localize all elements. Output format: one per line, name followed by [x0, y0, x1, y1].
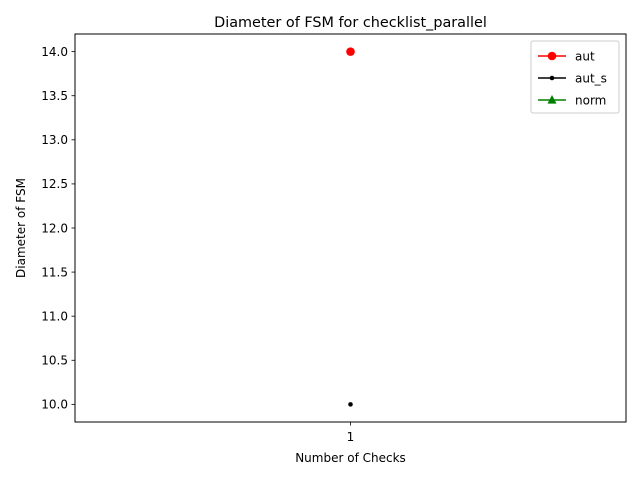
y-tick-label: 11.5	[41, 265, 68, 279]
x-axis-label: Number of Checks	[295, 451, 406, 465]
legend-marker	[549, 75, 555, 81]
chart-title: Diameter of FSM for checklist_parallel	[214, 15, 487, 31]
series-aut-s	[348, 402, 353, 407]
y-tick-label: 12.0	[41, 221, 68, 235]
y-tick-label: 11.0	[41, 309, 68, 323]
y-tick-label: 13.0	[41, 133, 68, 147]
y-tick-label: 10.5	[41, 354, 68, 368]
legend-item: aut	[538, 49, 595, 63]
data-point	[346, 47, 355, 56]
data-point	[348, 402, 353, 407]
legend-marker	[547, 51, 557, 61]
y-tick-label: 14.0	[41, 45, 68, 59]
x-tick-label: 1	[347, 430, 355, 444]
x-axis-ticks: 1	[347, 422, 355, 444]
legend-item: norm	[538, 93, 606, 107]
series-aut	[346, 47, 355, 56]
legend-label: aut_s	[575, 71, 607, 85]
y-tick-label: 10.0	[41, 398, 68, 412]
legend-marker	[547, 95, 557, 104]
y-tick-label: 13.5	[41, 89, 68, 103]
y-axis-label: Diameter of FSM	[14, 178, 28, 278]
legend-label: norm	[575, 93, 606, 107]
y-tick-label: 12.5	[41, 177, 68, 191]
legend-item: aut_s	[538, 71, 607, 85]
series-layer	[346, 47, 355, 407]
y-axis-ticks: 10.0 10.5 11.0 11.5 12.0 12.5 13.0 13.5 14.0	[41, 45, 75, 412]
legend-label: aut	[575, 49, 595, 63]
